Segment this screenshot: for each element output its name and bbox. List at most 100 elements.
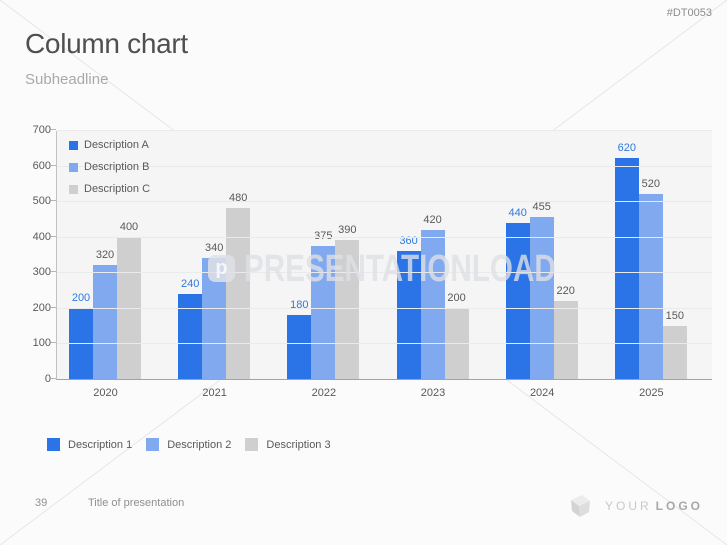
bar-group: 440 455 220: [505, 201, 578, 379]
bar-wrap: 240: [178, 278, 203, 379]
bar: 180: [287, 299, 312, 379]
bar: 440: [505, 207, 530, 379]
legend-label: Description 1: [68, 438, 133, 451]
bar-group: 360 420 200: [396, 214, 469, 379]
legend-label: Description B: [84, 161, 150, 173]
bar-value-label: 200: [71, 291, 91, 304]
bar-value-label: 180: [290, 298, 309, 311]
bar-value-label: 480: [228, 192, 248, 205]
bar-value-label: 340: [204, 242, 224, 255]
chart-slot: 620 520 150 2025: [603, 131, 712, 399]
y-axis-tick-label: 0: [44, 373, 51, 385]
legend-swatch: [245, 438, 259, 451]
legend-label: Description 3: [266, 438, 331, 451]
your-logo: YOUR LOGO: [567, 492, 703, 520]
bar-value-label: 440: [508, 206, 527, 219]
bottom-legend-item: Description 3: [245, 438, 331, 451]
gridline: [57, 130, 712, 131]
chart-legend-item: Description C: [69, 183, 150, 195]
bottom-legend-item: Description 1: [47, 438, 132, 451]
y-axis-tick-mark: [51, 200, 56, 202]
bar-value-label: 420: [423, 213, 442, 226]
bar-wrap: 340: [202, 242, 227, 379]
bar: 240: [178, 278, 203, 379]
chart-slot: 180 375 390 2022: [275, 131, 384, 399]
bar-group: 620 520 150: [614, 142, 687, 379]
x-axis-label: 2024: [529, 387, 555, 399]
bar-wrap: 480: [226, 192, 251, 379]
bar: 360: [396, 235, 421, 379]
legend-swatch: [69, 162, 78, 172]
bar: 375: [311, 230, 336, 379]
bar-group: 240 340 480: [178, 192, 251, 379]
x-axis-label: 2022: [311, 387, 337, 399]
chart-legend: Description A Description B Description C: [69, 139, 150, 205]
y-axis-tick-mark: [51, 306, 56, 308]
legend-label: Description C: [84, 183, 151, 195]
chart-slot: 240 340 480 2021: [166, 131, 275, 399]
bar-wrap: 390: [335, 224, 360, 379]
chart-legend-item: Description B: [69, 161, 150, 173]
bar-value-label: 220: [556, 284, 575, 297]
x-axis-label: 2021: [202, 387, 227, 399]
bar-value-label: 400: [119, 220, 139, 233]
gridline: [57, 307, 712, 309]
gridline: [57, 236, 712, 238]
bar: 520: [638, 178, 663, 379]
y-axis-tick-label: 600: [32, 159, 51, 172]
gridline: [57, 272, 712, 274]
page-title: Column chart: [25, 28, 188, 59]
y-axis-tick-mark: [51, 378, 56, 379]
bar-value-label: 455: [532, 201, 551, 214]
bar-value-label: 320: [95, 249, 115, 262]
bottom-legend: Description 1 Description 2 Description 3: [47, 438, 345, 451]
logo-text: YOUR LOGO: [605, 499, 703, 513]
column-chart-plot-area: 200 320 400 2020 240 340 480 2021 180 375 390 2022 3…: [33, 124, 712, 399]
bar-wrap: 375: [311, 230, 336, 379]
y-axis-tick-label: 400: [32, 230, 51, 243]
bar-wrap: 420: [420, 214, 445, 379]
gridline: [57, 343, 712, 345]
bar-wrap: 180: [287, 299, 312, 379]
bar: 620: [614, 142, 639, 379]
bar-wrap: 220: [553, 285, 578, 379]
y-axis-tick-mark: [51, 164, 56, 166]
bar-wrap: 440: [505, 207, 530, 379]
bar-wrap: 360: [396, 235, 421, 379]
bar: 480: [226, 192, 251, 379]
logo-text-light: YOUR: [604, 499, 652, 513]
footer-presentation-title: Title of presentation: [88, 497, 185, 509]
bar-value-label: 200: [447, 291, 466, 304]
y-axis-tick-mark: [51, 271, 56, 273]
gridline: [57, 201, 712, 203]
bar-group: 180 375 390: [287, 224, 360, 379]
bar-value-label: 520: [641, 178, 661, 191]
legend-swatch: [69, 184, 78, 194]
legend-label: Description A: [84, 139, 149, 151]
bar: 150: [662, 310, 687, 379]
legend-swatch: [69, 140, 78, 150]
x-axis-label: 2025: [639, 387, 664, 399]
y-axis-tick-label: 200: [32, 301, 51, 314]
bar-wrap: 150: [662, 310, 687, 379]
page-number: 39: [35, 497, 48, 509]
bar-value-label: 375: [314, 229, 333, 242]
legend-label: Description 2: [167, 438, 232, 451]
bar-slots: 200 320 400 2020 240 340 480 2021 180 375 390 2022 3…: [57, 131, 712, 399]
bar: 340: [202, 242, 227, 379]
x-axis-label: 2020: [93, 387, 118, 399]
logo-text-bold: LOGO: [655, 499, 703, 513]
y-axis-tick-label: 100: [32, 337, 51, 350]
gridline: [57, 165, 712, 167]
bar-wrap: 620: [614, 142, 639, 379]
bar-value-label: 150: [665, 309, 685, 322]
legend-swatch: [47, 438, 60, 451]
bar: 220: [553, 285, 578, 379]
y-axis-tick-mark: [51, 129, 56, 130]
slide-code: #DT0053: [666, 7, 712, 19]
legend-swatch: [146, 438, 160, 451]
y-axis-tick-mark: [51, 235, 56, 237]
bar-wrap: 520: [638, 178, 663, 379]
y-axis-tick-label: 500: [32, 195, 51, 208]
